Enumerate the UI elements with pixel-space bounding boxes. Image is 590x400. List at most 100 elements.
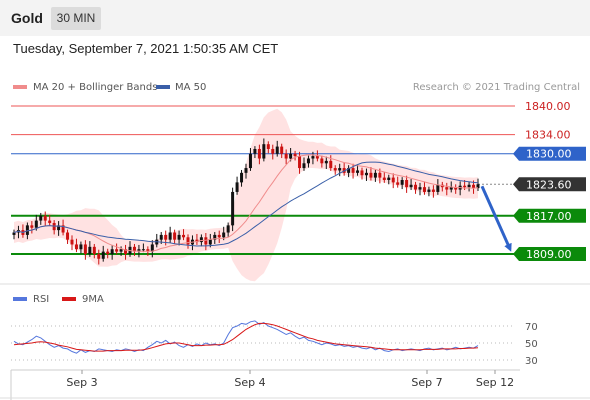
candle [132, 243, 136, 256]
timestamp: Tuesday, September 7, 2021 1:50:35 AM CE… [13, 41, 279, 56]
rsi-tick-50: 50 [525, 339, 538, 350]
rsi-ma-legend-swatch [62, 297, 76, 301]
candle [57, 221, 61, 236]
resistance-2-label: 1840.00 [525, 100, 571, 113]
candle [253, 146, 257, 159]
rsi-legend-label: RSI [33, 294, 49, 305]
candle [280, 143, 284, 159]
candle [217, 230, 221, 244]
candle [320, 155, 324, 168]
candle-body [74, 244, 78, 250]
candle-body [97, 254, 101, 259]
candle-body [391, 177, 395, 183]
candle-body [431, 189, 435, 192]
candle [302, 157, 306, 171]
candle [369, 167, 373, 181]
candle [324, 156, 328, 170]
candle [88, 241, 92, 257]
candle [467, 181, 471, 192]
price-level-labels: 1840.00 1834.00 1830.00 1823.60 1817.00 1809.… [513, 100, 586, 261]
candle-body [293, 153, 297, 157]
rsi-ma-legend-label: 9MA [82, 294, 104, 305]
candle [427, 186, 431, 197]
candle [422, 181, 426, 195]
candle-body [222, 232, 226, 238]
candle-body [226, 225, 230, 233]
rsi-tick-70: 70 [525, 322, 538, 333]
candle-body [119, 249, 123, 252]
moving-averages [13, 154, 479, 252]
candle [338, 163, 342, 177]
candle [70, 235, 74, 251]
candle [115, 243, 119, 255]
candle [293, 150, 297, 161]
candle [298, 151, 302, 174]
candle-body [329, 160, 333, 169]
candle-body [262, 144, 266, 159]
candle-body [333, 168, 337, 171]
candle-body [364, 172, 368, 176]
pivot-label: 1830.00 [526, 148, 572, 161]
candle [48, 214, 52, 226]
candle [141, 243, 145, 253]
candle-body [92, 246, 96, 254]
candle-body [150, 244, 154, 252]
rsi-tick-30: 30 [525, 356, 538, 367]
candle-body [436, 184, 440, 192]
candle-body [39, 215, 43, 221]
candle-body [195, 239, 199, 243]
candle [83, 240, 87, 260]
candle-body [351, 168, 355, 173]
bollinger-bands [14, 108, 478, 282]
candle [195, 233, 199, 245]
candle-body [253, 148, 257, 154]
candle-body [101, 251, 105, 259]
candle-body [159, 234, 163, 240]
candle-body [342, 168, 346, 173]
support-1-badge [513, 208, 586, 223]
resistance-1-label: 1834.00 [525, 129, 571, 142]
candle-body [463, 185, 467, 188]
x-tick-label: Sep 4 [234, 376, 265, 389]
timeframe-button[interactable]: 30 MIN [51, 7, 101, 30]
candle-body [248, 153, 252, 169]
candle [173, 229, 177, 244]
candle-body [271, 148, 275, 154]
header-bar: Gold 30 MIN [0, 0, 590, 36]
candle-body [257, 148, 261, 159]
candles [12, 138, 480, 265]
candle [387, 174, 391, 185]
x-tick-label: Sep 12 [476, 376, 514, 389]
candle [333, 165, 337, 175]
candle-body [454, 187, 458, 190]
candle-body [106, 251, 110, 254]
candle [271, 144, 275, 160]
candle-body [298, 156, 302, 169]
candle-body [141, 249, 145, 251]
ma50-legend-label: MA 50 [175, 82, 206, 93]
candle-body [378, 172, 382, 178]
candle [61, 219, 65, 236]
candle [240, 169, 244, 187]
pivot-badge [513, 146, 586, 161]
candle [262, 138, 266, 162]
candle-body [338, 168, 342, 171]
candle-body [369, 172, 373, 178]
rsi-legend-swatch [13, 297, 27, 301]
x-tick-label: Sep 3 [66, 376, 97, 389]
candle [150, 240, 154, 258]
candle-body [83, 244, 87, 254]
candle-body [34, 220, 38, 228]
candle [177, 230, 181, 246]
ma20-legend-swatch [13, 85, 27, 89]
candle-body [324, 160, 328, 164]
ma20-line [13, 154, 479, 252]
candle [431, 185, 435, 198]
candle [342, 162, 346, 176]
candle [360, 167, 364, 180]
candle-body [445, 187, 449, 190]
rsi-ma-line [13, 322, 479, 352]
candle-body [320, 158, 324, 164]
candle [418, 182, 422, 196]
